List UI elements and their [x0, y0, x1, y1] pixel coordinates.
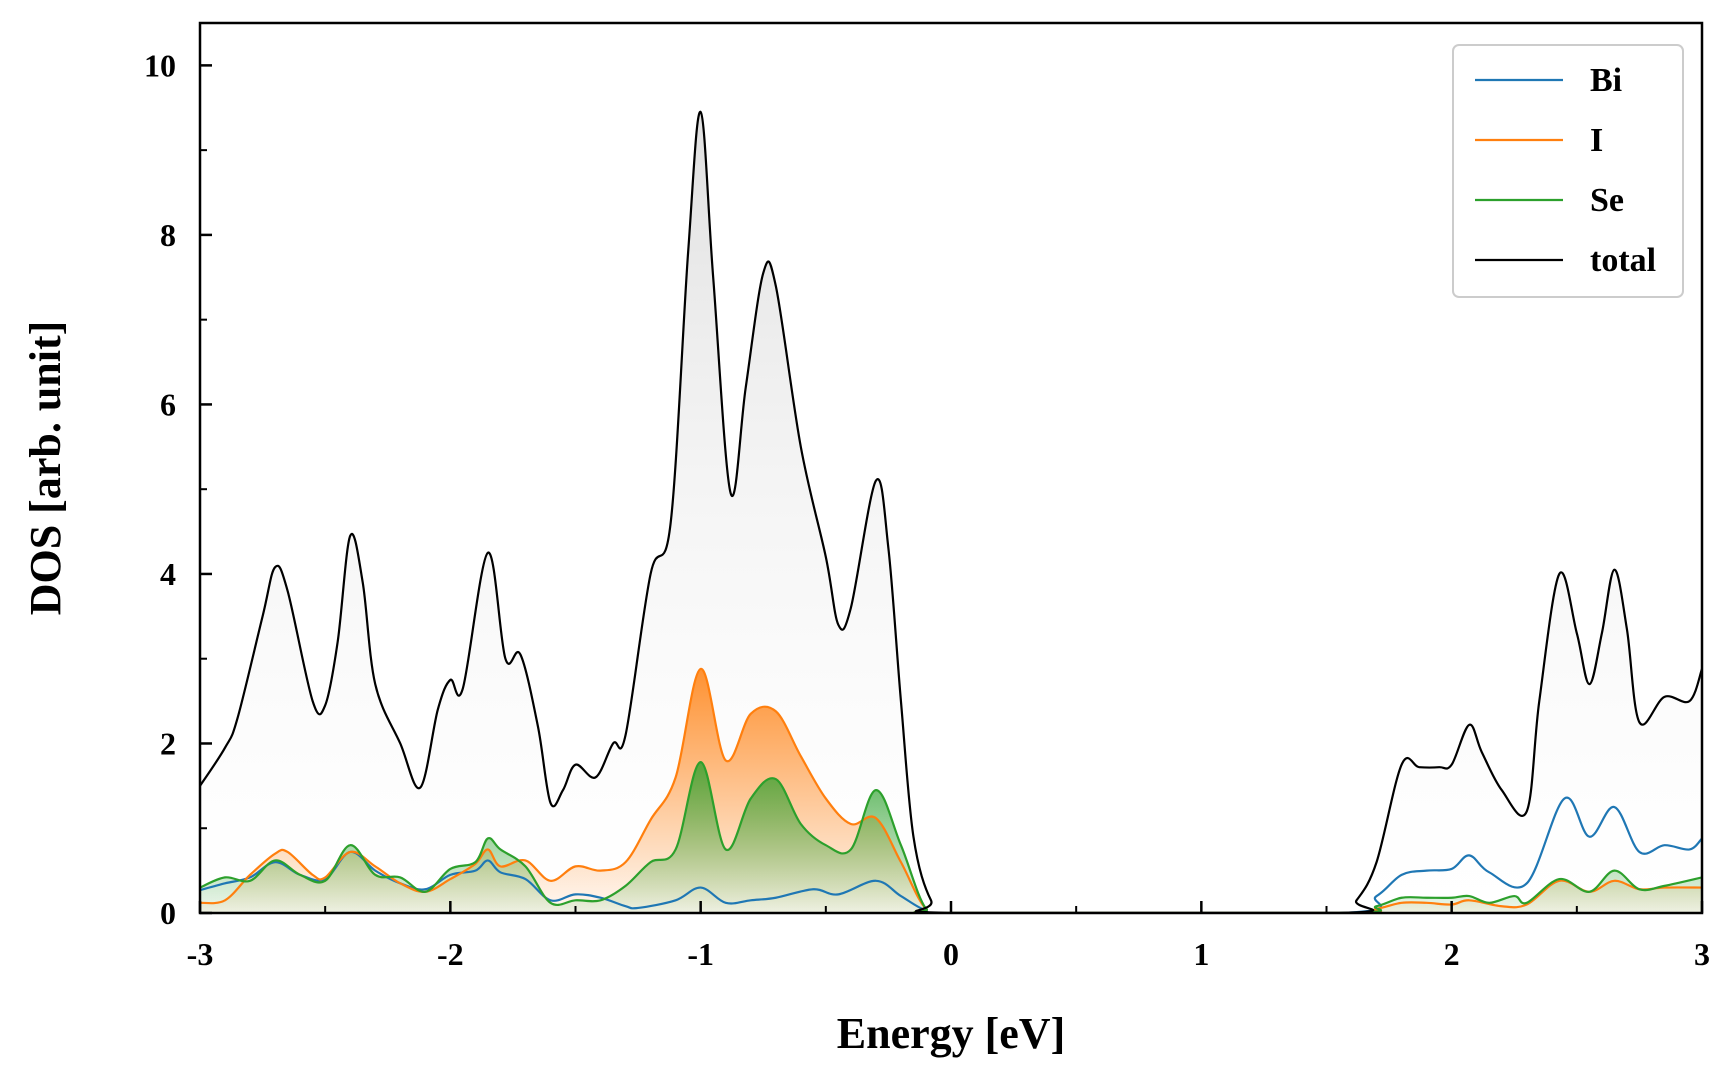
x-tick-label: 3	[1694, 936, 1710, 972]
y-tick-label: 6	[160, 386, 176, 422]
legend-item-i: I	[1475, 122, 1603, 159]
x-tick-label: -3	[187, 936, 214, 972]
legend-label: total	[1590, 242, 1656, 279]
legend-label: Bi	[1590, 62, 1622, 99]
x-axis-ticks: -3 -2 -1 0 1 2 3	[187, 901, 1710, 972]
series-line-se	[200, 761, 1702, 913]
legend: Bi I Se total	[1452, 44, 1684, 298]
series-line-total	[200, 110, 1702, 913]
series-line-i	[200, 667, 1702, 913]
x-tick-label: -2	[437, 936, 464, 972]
x-tick-label: -1	[687, 936, 714, 972]
legend-item-total: total	[1475, 242, 1656, 279]
area-fills	[200, 111, 1702, 913]
x-tick-label: 1	[1193, 936, 1209, 972]
x-axis-label: Energy [eV]	[837, 1009, 1066, 1058]
y-tick-label: 4	[160, 556, 176, 592]
legend-label: Se	[1590, 182, 1624, 219]
y-tick-label: 10	[144, 47, 176, 83]
x-tick-label: 2	[1444, 936, 1460, 972]
x-tick-label: 0	[943, 936, 959, 972]
area-fill-total	[200, 111, 1702, 913]
y-axis-label: DOS [arb. unit]	[21, 321, 70, 616]
legend-items: Bi I Se total	[1475, 62, 1656, 279]
y-axis-ticks: 0 2 4 6 8 10	[144, 47, 212, 931]
y-tick-label: 2	[160, 725, 176, 761]
y-tick-label: 0	[160, 895, 176, 931]
y-tick-label: 8	[160, 217, 176, 253]
series-lines	[200, 110, 1702, 913]
legend-label: I	[1590, 122, 1603, 159]
legend-item-se: Se	[1475, 182, 1624, 219]
legend-item-bi: Bi	[1475, 62, 1622, 99]
legend-box	[1452, 44, 1684, 298]
area-fill-se	[200, 762, 1702, 913]
